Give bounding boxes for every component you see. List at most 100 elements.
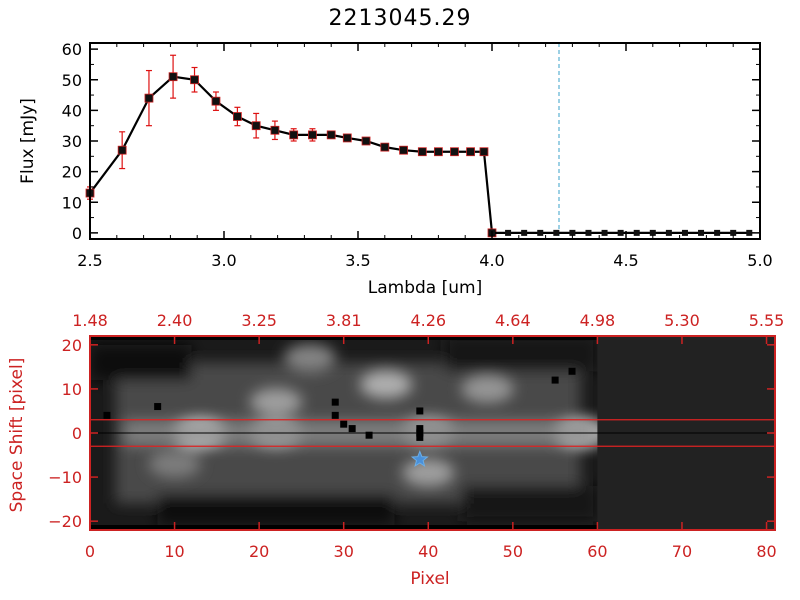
- data-point: [417, 147, 427, 157]
- data-point: [308, 130, 317, 140]
- top-wavelength-label: 4.64: [495, 311, 531, 330]
- bright-blob: [461, 374, 514, 403]
- x-tick-label: 70: [672, 542, 692, 561]
- data-point: [746, 229, 753, 236]
- y-tick-label: 30: [62, 132, 82, 151]
- series-line-flux: [89, 75, 494, 233]
- top-wavelength-label: 5.55: [749, 311, 785, 330]
- spectrum-ylabel: Flux [mJy]: [18, 98, 38, 184]
- x-tick-label: 4.5: [613, 251, 638, 270]
- data-point: [698, 229, 705, 236]
- data-point: [117, 145, 127, 155]
- source-star-icon: [410, 450, 429, 467]
- top-wavelength-label: 4.26: [410, 311, 446, 330]
- x-tick-label: 20: [249, 542, 269, 561]
- data-point: [326, 130, 336, 140]
- data-point: [505, 229, 512, 236]
- data-point: [537, 229, 544, 236]
- dark-region: [445, 336, 598, 372]
- x-tick-label: 50: [503, 542, 523, 561]
- top-wavelength-label: 3.25: [241, 311, 277, 330]
- dark-region: [462, 485, 598, 522]
- bad-pixel: [568, 367, 576, 375]
- x-tick-label: 10: [164, 542, 184, 561]
- top-wavelength-label: 3.81: [326, 311, 362, 330]
- data-point: [633, 229, 640, 236]
- data-point: [342, 133, 352, 143]
- y-tick-label: 10: [62, 380, 82, 399]
- top-wavelength-label: 1.48: [72, 311, 108, 330]
- plot-title: 2213045.29: [328, 6, 472, 31]
- data-point: [665, 229, 672, 236]
- data-point: [433, 147, 443, 157]
- data-point: [289, 130, 299, 140]
- dark-region: [157, 494, 395, 526]
- data-point: [649, 229, 656, 236]
- x-tick-label: 80: [756, 542, 776, 561]
- x-tick-label: 30: [334, 542, 354, 561]
- data-point: [211, 96, 221, 106]
- data-point: [714, 229, 721, 236]
- bright-blob: [148, 449, 201, 478]
- top-wavelength-label: 4.98: [580, 311, 616, 330]
- bad-pixel: [416, 407, 424, 415]
- dark-region: [90, 344, 192, 381]
- bright-blob: [250, 388, 303, 417]
- x-tick-label: 0: [85, 542, 95, 561]
- x-tick-label: 40: [418, 542, 438, 561]
- data-point: [617, 229, 624, 236]
- spatial-xlabel: Pixel: [410, 569, 449, 589]
- data-point: [380, 142, 390, 152]
- data-point: [399, 145, 408, 155]
- data-point: [190, 75, 199, 85]
- spatial-panel: 0 10 20 30 40 50 60 70 80 1.48 2.40 3.25 3.81 4.26 4.6…: [7, 311, 784, 589]
- bad-pixel: [103, 411, 111, 419]
- x-tick-label: 60: [587, 542, 607, 561]
- data-point: [466, 147, 475, 157]
- data-point: [521, 229, 528, 236]
- bad-pixel: [348, 425, 356, 433]
- data-point: [361, 136, 371, 146]
- bright-blob: [402, 458, 455, 487]
- spatial-ylabel: Space Shift [pixel]: [7, 358, 27, 513]
- data-point: [730, 229, 737, 236]
- data-point: [569, 229, 576, 236]
- y-tick-label: 40: [62, 101, 82, 120]
- data-point: [270, 125, 280, 135]
- x-tick-label: 5.0: [747, 251, 772, 270]
- bad-pixel: [365, 431, 373, 439]
- spectrum-frame: [89, 42, 761, 240]
- y-tick-label: 0: [72, 224, 82, 243]
- data-point: [681, 229, 688, 236]
- data-point: [601, 229, 608, 236]
- y-tick-label: 20: [62, 336, 82, 355]
- x-tick-label: 2.5: [77, 251, 102, 270]
- data-point: [553, 229, 560, 236]
- x-tick-label: 3.5: [345, 251, 370, 270]
- y-tick-label: 50: [62, 71, 82, 90]
- bad-pixel: [416, 425, 424, 433]
- bright-blob: [359, 370, 412, 399]
- data-point: [251, 121, 261, 131]
- y-tick-label: 0: [72, 424, 82, 443]
- x-tick-label: 3.0: [211, 251, 236, 270]
- data-point: [585, 229, 592, 236]
- bad-pixel: [331, 411, 339, 419]
- y-tick-label: 60: [62, 40, 82, 59]
- bad-pixel: [154, 403, 162, 411]
- top-wavelength-label: 2.40: [157, 311, 193, 330]
- y-tick-label: −10: [48, 468, 82, 487]
- data-point: [479, 147, 489, 157]
- x-tick-label: 4.0: [479, 251, 504, 270]
- spectrum-xlabel: Lambda [um]: [368, 278, 482, 298]
- y-tick-label: 10: [62, 193, 82, 212]
- bad-pixel: [416, 429, 424, 437]
- data-point: [168, 72, 178, 82]
- bad-pixel: [331, 398, 339, 406]
- bright-blob: [283, 344, 336, 373]
- bad-pixel: [416, 433, 424, 441]
- bad-pixel: [551, 376, 559, 384]
- data-point: [144, 93, 154, 103]
